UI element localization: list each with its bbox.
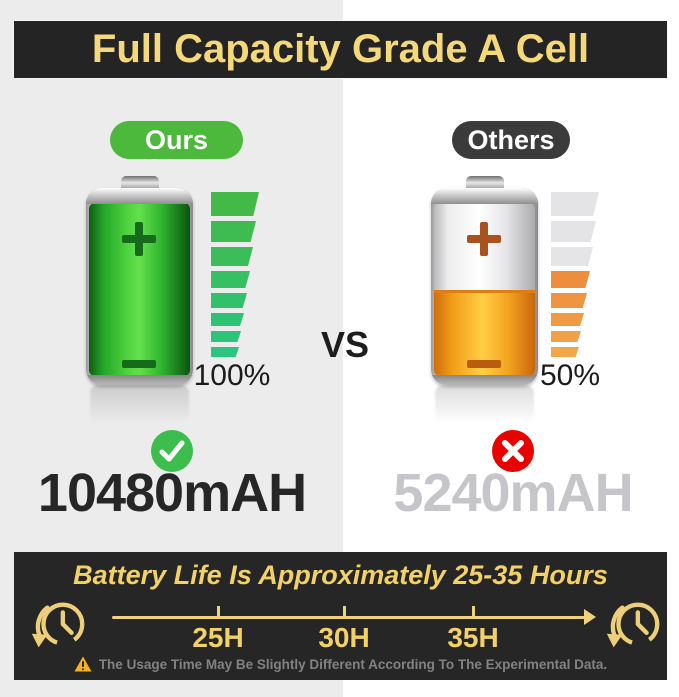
footer-warning: The Usage Time May Be Slightly Different…: [14, 656, 667, 672]
battery-shell: [86, 188, 193, 385]
clock-history-icon-right: [606, 602, 660, 648]
bar-segment: [551, 347, 579, 357]
footer-banner: Battery Life Is Approximately 25-35 Hour…: [14, 552, 667, 680]
bar-segment: [211, 293, 247, 308]
ours-badge: Ours: [110, 121, 243, 159]
timeline-tick: [472, 606, 475, 617]
warning-icon: [74, 656, 92, 672]
cross-icon: [492, 430, 534, 472]
bar-segment: [551, 313, 584, 326]
timeline-tick: [217, 606, 220, 617]
bar-segment: [211, 313, 244, 326]
bar-segment: [211, 221, 256, 242]
bar-segment: [551, 221, 596, 242]
bar-segment: [211, 331, 241, 342]
capacity-value-others: 5240mAH: [393, 463, 633, 523]
battery-terminal: [465, 176, 504, 191]
capacity-bars-others: [551, 192, 599, 362]
bar-segment: [551, 247, 593, 266]
percent-label-others: 50%: [539, 359, 601, 392]
battery-ours-illustration: [86, 176, 193, 423]
others-badge: Others: [452, 121, 570, 159]
battery-others-illustration: [431, 176, 538, 423]
ours-badge-label: Ours: [144, 124, 209, 155]
timeline-line: [112, 616, 586, 619]
header-title: Full Capacity Grade A Cell: [91, 27, 590, 71]
footer-title: Battery Life Is Approximately 25-35 Hour…: [73, 560, 608, 590]
battery-terminal: [120, 176, 159, 191]
battery-base-band: [431, 375, 538, 385]
bar-segment: [551, 331, 581, 342]
timeline-arrowhead: [584, 609, 596, 625]
bar-segment: [551, 271, 590, 288]
timeline-label-35h: 35H: [447, 622, 499, 653]
plus-icon: [122, 222, 156, 256]
capacity-value-ours: 10480mAH: [37, 463, 307, 523]
battery-cap-band: [86, 188, 193, 204]
battery-reflection: [435, 385, 534, 423]
battery-base-band: [86, 375, 193, 385]
battery-cap-band: [431, 188, 538, 204]
percent-label-ours: 100%: [193, 359, 271, 392]
bar-segment: [551, 192, 599, 216]
bar-segment: [551, 293, 587, 308]
clock-history-icon-left: [31, 602, 85, 648]
warning-text: The Usage Time May Be Slightly Different…: [98, 656, 608, 672]
header-banner: Full Capacity Grade A Cell: [14, 21, 667, 78]
vs-label: VS: [320, 324, 370, 365]
plus-icon: [467, 222, 501, 256]
minus-icon: [467, 360, 501, 368]
bar-segment: [211, 271, 250, 288]
bar-segment: [211, 247, 253, 266]
check-icon: [151, 430, 193, 472]
battery-shell: [431, 188, 538, 385]
bar-segment: [211, 192, 259, 216]
others-badge-label: Others: [467, 124, 555, 155]
timeline-label-25h: 25H: [192, 622, 244, 653]
timeline-tick: [343, 606, 346, 617]
capacity-bars-ours: [211, 192, 259, 362]
timeline-label-30h: 30H: [318, 622, 370, 653]
minus-icon: [122, 360, 156, 368]
bar-segment: [211, 347, 239, 357]
battery-reflection: [90, 385, 189, 423]
